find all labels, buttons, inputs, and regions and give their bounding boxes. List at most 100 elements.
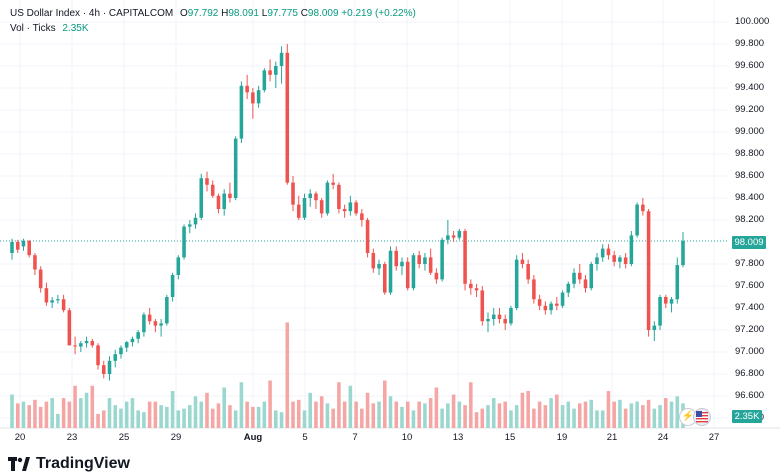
candle-body (193, 217, 198, 225)
candle-body (296, 204, 301, 218)
candle-body (56, 299, 60, 301)
volume-bar (38, 406, 43, 428)
candle-body (107, 360, 112, 374)
volume-bar (612, 401, 616, 428)
candle-body (600, 248, 605, 258)
candle-body (153, 321, 158, 326)
candle-body (61, 299, 66, 311)
price-tick-label: 99.000 (735, 126, 765, 137)
candle-body (256, 90, 261, 104)
price-tick-label: 98.800 (735, 148, 765, 159)
volume-bar (61, 398, 66, 428)
candle-body (262, 70, 267, 91)
volume-bar (664, 398, 668, 428)
volume-bar (618, 399, 622, 428)
candle-body (10, 242, 14, 253)
time-tick-label: Aug (243, 432, 263, 443)
tradingview-logo[interactable]: TradingView (8, 455, 130, 473)
price-tick-label: 98.200 (735, 214, 765, 225)
volume-bar (147, 401, 152, 428)
current-volume-badge: 2.35K (732, 410, 762, 423)
candle-body (285, 52, 290, 183)
candle-body (589, 264, 594, 289)
volume-bar (486, 405, 490, 428)
candle-body (239, 85, 244, 139)
volume-bar (113, 405, 118, 428)
candle-body (681, 240, 685, 266)
close-label: C (300, 8, 308, 19)
candle-body (400, 261, 404, 267)
candle-body (646, 211, 651, 330)
candle-body (606, 248, 611, 256)
volume-bar (325, 403, 330, 428)
price-tick-label: 99.600 (735, 60, 765, 71)
open-label: O (179, 8, 188, 19)
candle-body (675, 265, 680, 300)
candle-body (434, 272, 439, 280)
volume-bar (73, 385, 77, 428)
time-tick-label: 27 (708, 432, 720, 443)
candle-body (629, 235, 634, 264)
candle-body (365, 220, 370, 253)
candle-body (360, 213, 364, 220)
volume-bar (377, 401, 381, 428)
candle-body (486, 319, 490, 322)
candle-body (124, 342, 129, 348)
candle-body (394, 250, 399, 267)
volume-bar (274, 410, 278, 428)
price-tick-label: 99.400 (735, 82, 765, 93)
volume-bar (411, 410, 416, 428)
candle-body (274, 66, 278, 75)
candle-body (514, 259, 519, 308)
volume-bar (446, 403, 450, 428)
candle-body (182, 226, 186, 258)
volume-bar (480, 408, 485, 428)
price-tick-label: 97.200 (735, 324, 765, 335)
volume-bar (354, 401, 358, 428)
volume-bar (652, 408, 657, 428)
volume-bar (90, 385, 95, 428)
volume-bar (222, 387, 226, 428)
candle-body (337, 184, 341, 209)
price-tick-label: 99.200 (735, 104, 765, 115)
volume-bar (153, 401, 158, 428)
time-tick-label: 20 (14, 432, 26, 443)
candle-body (382, 264, 387, 293)
candle-body (84, 341, 89, 344)
volume-bar (331, 408, 335, 428)
candle-body (233, 138, 238, 198)
candle-body (428, 257, 433, 273)
volume-label[interactable]: Vol · Ticks (10, 23, 56, 34)
volume-bar (182, 408, 186, 428)
price-tick-label: 97.800 (735, 258, 765, 269)
candle-body (623, 257, 628, 264)
candle-body (583, 279, 588, 289)
high-value: 98.091 (228, 8, 259, 19)
volume-bar (382, 380, 387, 428)
candle-body (348, 202, 353, 212)
volume-bar (107, 398, 112, 428)
volume-bar (400, 406, 404, 428)
us-flag-icon[interactable] (693, 408, 711, 426)
volume-bar (606, 391, 611, 428)
current-price-badge: 98.009 (732, 236, 766, 249)
symbol-title[interactable]: US Dollar Index · 4h · CAPITALCOM (10, 8, 174, 19)
volume-bar (251, 406, 255, 428)
time-tick-label: 19 (556, 432, 568, 443)
candle-body (560, 292, 565, 306)
volume-bar (428, 398, 433, 428)
candle-body (474, 288, 479, 291)
volume-bar (669, 401, 674, 428)
volume-bar (463, 405, 467, 428)
volume-bar (526, 391, 530, 428)
volume-bar (239, 382, 244, 428)
candle-body (21, 240, 26, 247)
volume-bar (549, 398, 553, 428)
candle-body (566, 283, 571, 293)
volume-bar (188, 405, 192, 428)
candle-body (79, 343, 83, 347)
volume-bar (451, 394, 456, 428)
volume-bar (165, 406, 169, 428)
candle-body (520, 259, 525, 264)
